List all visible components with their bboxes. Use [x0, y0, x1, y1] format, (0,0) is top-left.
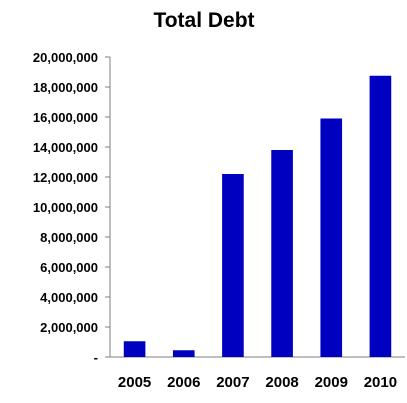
bar-2007 [222, 174, 244, 357]
y-tick-label: 14,000,000 [33, 140, 98, 155]
x-tick-label: 2005 [118, 374, 151, 391]
bar-2010 [369, 75, 392, 357]
y-axis: - 2,000,000 4,000,000 6,000,000 8,000,000 10,… [33, 50, 111, 365]
bar-2008 [271, 150, 293, 357]
bars [123, 75, 392, 357]
x-tick-label: 2009 [315, 374, 348, 391]
y-tick-label: 4,000,000 [40, 290, 98, 305]
y-tick-label: 20,000,000 [33, 50, 98, 65]
y-tick-label: 8,000,000 [40, 230, 98, 245]
chart-title: Total Debt [153, 9, 254, 32]
y-tick-label: - [94, 350, 98, 365]
x-tick-label: 2007 [216, 374, 249, 391]
bar-2009 [320, 118, 343, 357]
y-tick-label: 10,000,000 [33, 200, 98, 215]
y-tick-label: 12,000,000 [33, 170, 98, 185]
y-tick-label: 6,000,000 [40, 260, 98, 275]
bar-2005 [123, 341, 146, 357]
x-axis: 2005 2006 2007 2008 2009 2010 [110, 356, 405, 391]
y-tick-label: 16,000,000 [33, 110, 98, 125]
y-tick-label: 2,000,000 [40, 320, 98, 335]
x-tick-label: 2006 [167, 374, 200, 391]
x-tick-label: 2008 [265, 374, 298, 391]
x-tick-label: 2010 [364, 374, 397, 391]
y-tick-label: 18,000,000 [33, 80, 98, 95]
bar-2006 [172, 350, 195, 357]
